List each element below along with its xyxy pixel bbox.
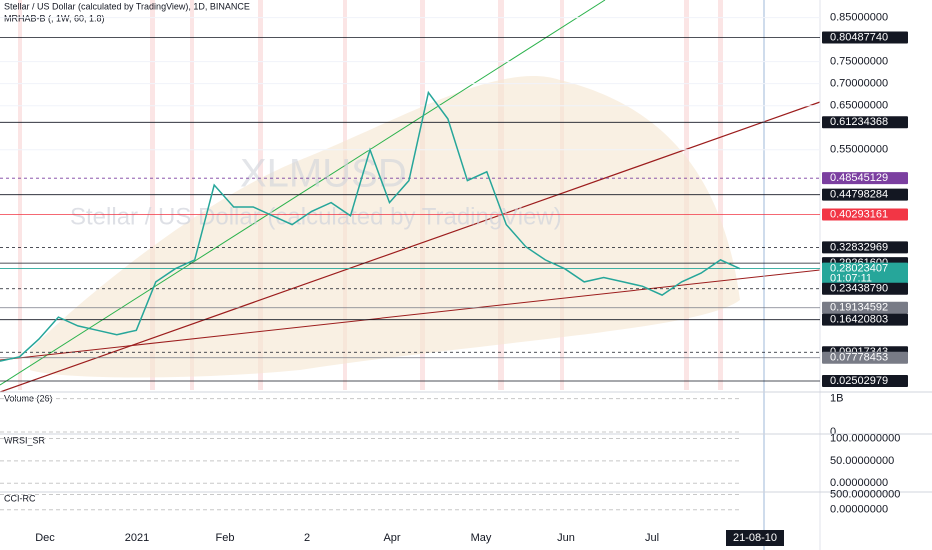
tag-box	[822, 262, 908, 285]
x-tick-label: Jul	[645, 532, 659, 544]
trendline	[0, 269, 821, 361]
indicator-label: MRHAB-B (, 1W, 60, 1.8)	[4, 13, 105, 23]
pane-tick-label: 50.00000000	[830, 455, 894, 467]
tag-box	[822, 241, 908, 254]
tag-label: 0.32832969	[830, 241, 888, 253]
pane-tick-label: 1B	[830, 393, 843, 405]
tag-label: 0.48545129	[830, 172, 888, 184]
x-tick-label: Apr	[383, 532, 400, 544]
price-tag: 0.61234368	[822, 116, 908, 129]
tag-label: 0.07778453	[830, 352, 888, 364]
tag-box	[822, 208, 908, 221]
pane-tick-label: 500.00000000	[830, 488, 900, 500]
pane-label: WRSI_SR	[4, 435, 46, 445]
tag-label: 0.44798284	[830, 189, 888, 201]
tag-box	[822, 351, 908, 364]
x-tick-label: May	[471, 532, 492, 544]
watermark-symbol: XLMUSD	[240, 152, 407, 196]
tag-label: 0.19134592	[830, 302, 888, 314]
pane-label: CCI-RC	[4, 493, 36, 503]
price-tag: 0.07778453	[822, 352, 908, 364]
tag-label: 0.40293161	[830, 208, 888, 220]
price-tag: 0.32832969	[822, 241, 908, 254]
tag-box	[822, 116, 908, 129]
price-tick-label: 0.70000000	[830, 78, 888, 90]
pane-tick-label: 0.00000000	[830, 477, 888, 489]
x-tick-label: Feb	[216, 532, 235, 544]
pane-tick-label: 0.00000000	[830, 504, 888, 516]
x-tick-label: Dec	[35, 532, 55, 544]
price-tag: 0.44798284	[822, 189, 908, 201]
tag-label: 0.80487740	[830, 31, 888, 43]
tag-box	[822, 374, 908, 387]
price-tick-label: 0.85000000	[830, 12, 888, 24]
tag-box	[822, 313, 908, 326]
tag-label: 0.16420803	[830, 314, 888, 326]
x-tick-label: Jun	[557, 532, 575, 544]
tag-box	[822, 172, 908, 185]
pane-tick-label: 0	[830, 426, 836, 438]
price-tick-label: 0.65000000	[830, 100, 888, 112]
price-tag: 0.48545129	[822, 172, 908, 185]
trendline	[0, 0, 606, 386]
price-tick-label: 0.75000000	[830, 56, 888, 68]
tag-box	[822, 188, 908, 201]
watermark: Stellar / US Dollar (calculated by Tradi…	[70, 203, 562, 230]
tag-box	[822, 282, 908, 295]
tag-label: 0.23438790	[830, 283, 888, 295]
price-line	[0, 90, 741, 362]
price-tag: 0.19134592	[822, 302, 908, 314]
band-area	[30, 76, 740, 378]
price-tick-label: 0.55000000	[830, 144, 888, 156]
price-tag: 0.02502979	[822, 375, 908, 387]
cursor-date-box	[726, 530, 784, 546]
x-tick-label: 2021	[125, 532, 149, 544]
price-tag: 0.40293161	[822, 208, 908, 221]
tag-label: 0.02502979	[830, 375, 888, 387]
price-tag: 0.80487740	[822, 31, 908, 44]
tag-box	[822, 301, 908, 314]
tag-box	[822, 31, 908, 44]
x-tick-label: 2	[304, 532, 310, 544]
tag-label: 0.28023407	[830, 262, 888, 274]
price-tag: 0.16420803	[822, 314, 908, 326]
tag-countdown: 01:07:11	[830, 272, 872, 284]
pane-tick-label: 100.00000000	[830, 432, 900, 444]
cursor-date: 21-08-10	[733, 532, 777, 544]
tag-label: 0.61234368	[830, 116, 888, 128]
price-tag: 0.23438790	[822, 283, 908, 295]
header-title: Stellar / US Dollar (calculated by Tradi…	[4, 1, 250, 11]
